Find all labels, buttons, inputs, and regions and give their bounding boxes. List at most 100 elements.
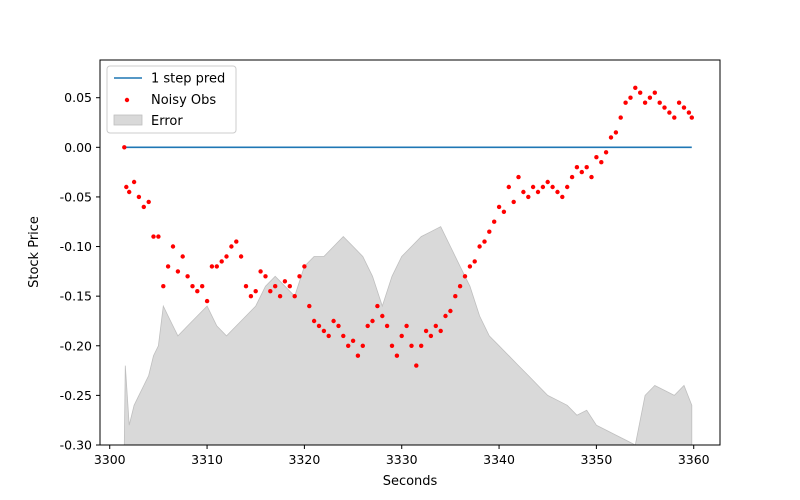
observation-point — [555, 189, 560, 195]
y-tick-label: -0.15 — [60, 289, 92, 304]
observation-point — [628, 95, 633, 100]
observation-point — [589, 174, 594, 180]
observation-point — [365, 323, 370, 329]
observation-point — [273, 284, 278, 289]
x-tick-label: 3300 — [94, 452, 126, 467]
observation-point — [355, 353, 361, 358]
observation-point — [307, 303, 312, 309]
observation-point — [448, 308, 453, 314]
observation-point — [253, 289, 258, 294]
legend-label-observations: Noisy Obs — [151, 93, 216, 108]
observation-point — [511, 199, 516, 205]
y-tick-label: -0.25 — [60, 388, 92, 403]
observation-point — [428, 333, 434, 339]
observation-point — [360, 343, 365, 348]
observation-point — [457, 284, 463, 289]
observation-point — [662, 105, 667, 110]
observation-point — [292, 294, 297, 299]
observation-point — [638, 90, 643, 95]
observation-point — [331, 318, 336, 324]
observation-point — [540, 184, 546, 190]
observation-point — [618, 115, 623, 120]
observation-point — [569, 174, 575, 180]
observation-point — [516, 174, 521, 180]
observation-point — [341, 333, 346, 339]
observation-point — [579, 169, 584, 175]
error-area-layer — [123, 226, 693, 446]
observation-point — [496, 204, 502, 210]
observation-point — [467, 264, 473, 269]
observation-point — [521, 189, 526, 195]
observation-point — [681, 105, 687, 110]
observation-point — [394, 353, 400, 358]
observation-point — [613, 130, 619, 135]
observation-point — [506, 184, 511, 190]
observation-point — [175, 269, 181, 274]
observation-point — [350, 338, 356, 343]
x-axis-ticks: 3300 3310 3320 3330 3340 3350 3360 — [94, 445, 710, 467]
observation-point — [170, 244, 176, 249]
observation-point — [657, 100, 662, 105]
observation-point — [414, 363, 419, 368]
observation-point — [234, 239, 239, 244]
observation-point — [277, 294, 283, 299]
observation-point — [346, 343, 351, 348]
observation-point — [141, 204, 146, 210]
observation-point — [535, 189, 541, 195]
observation-point — [560, 194, 565, 200]
y-tick-label: -0.10 — [60, 239, 92, 254]
observation-point — [195, 289, 200, 294]
observation-point — [462, 274, 468, 279]
observation-point — [652, 90, 657, 95]
observation-point — [219, 259, 224, 264]
observation-point — [136, 194, 142, 200]
observation-point — [433, 323, 438, 329]
observation-point — [243, 284, 249, 289]
observation-point — [438, 328, 443, 334]
legend-label-error: Error — [151, 114, 183, 129]
observation-point — [676, 100, 682, 105]
observation-point — [672, 115, 677, 120]
observation-point — [423, 328, 429, 334]
observation-point — [321, 328, 327, 334]
y-tick-label: -0.20 — [60, 338, 92, 353]
observations-layer — [122, 85, 694, 368]
x-tick-label: 3330 — [386, 452, 418, 467]
y-axis-label: Stock Price — [27, 216, 42, 288]
x-tick-label: 3320 — [288, 452, 320, 467]
observation-point — [492, 219, 497, 224]
observation-point — [565, 184, 570, 190]
observation-point — [146, 199, 151, 205]
observation-point — [248, 294, 254, 299]
observation-point — [180, 254, 185, 259]
legend-dot-swatch — [124, 97, 130, 103]
x-tick-label: 3350 — [580, 452, 612, 467]
y-tick-label: 0.00 — [64, 140, 92, 155]
legend-label-prediction: 1 step pred — [151, 72, 225, 87]
observation-point — [165, 264, 171, 269]
observation-point — [482, 239, 487, 244]
y-axis-ticks: 0.05 0.00 -0.05 -0.10 -0.15 -0.20 -0.25 -0.30 — [60, 90, 100, 453]
observation-point — [190, 284, 195, 289]
observation-point — [453, 294, 458, 299]
observation-point — [375, 303, 380, 309]
observation-point — [642, 100, 648, 105]
observation-point — [124, 184, 129, 190]
x-tick-label: 3340 — [483, 452, 515, 467]
observation-point — [316, 323, 322, 329]
observation-point — [409, 343, 414, 348]
observation-point — [131, 179, 137, 185]
observation-point — [282, 279, 288, 284]
observation-point — [127, 189, 132, 195]
observation-point — [443, 313, 448, 319]
x-tick-label: 3360 — [678, 452, 710, 467]
observation-point — [389, 343, 395, 348]
observation-point — [501, 209, 507, 214]
observation-point — [404, 323, 409, 329]
observation-point — [419, 343, 424, 348]
observation-point — [472, 259, 477, 264]
observation-point — [530, 184, 536, 190]
observation-point — [370, 318, 375, 324]
legend-area-swatch — [113, 114, 143, 126]
